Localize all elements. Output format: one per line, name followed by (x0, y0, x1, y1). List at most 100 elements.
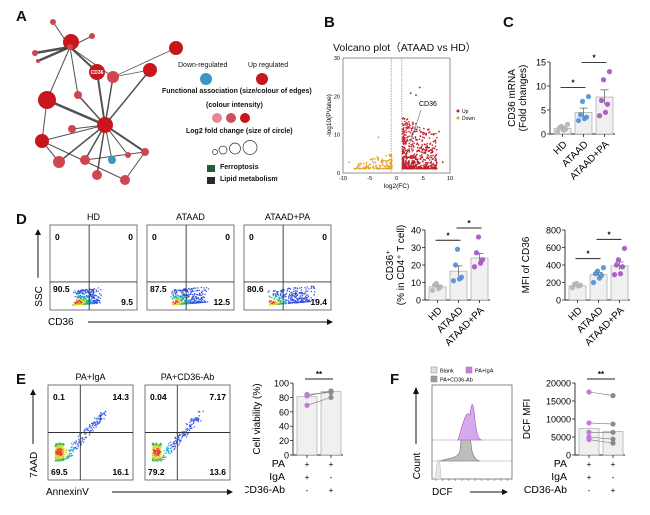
data-point (454, 246, 461, 252)
flow-event (79, 290, 81, 292)
legend-label-up: Up (462, 109, 469, 115)
volcano-point-up (409, 155, 412, 158)
flow-event (84, 429, 86, 431)
condition-value: + (305, 473, 310, 482)
flow-event (199, 301, 201, 303)
volcano-point-up (402, 146, 404, 148)
volcano-point-up (406, 161, 409, 164)
flow-event (74, 304, 76, 306)
volcano-point-up (408, 159, 410, 162)
cd36-annotation: CD36 (419, 101, 437, 108)
flow-event (76, 296, 79, 298)
flow-event (173, 449, 175, 451)
flow-event (191, 418, 193, 420)
volcano-point-up (407, 136, 409, 138)
data-point (458, 274, 465, 280)
flow-event (76, 297, 78, 299)
flow-event (276, 295, 278, 298)
volcano-point-up (401, 164, 404, 166)
flow-event (57, 451, 59, 453)
flow-event (91, 428, 93, 430)
volcano-point-up (434, 167, 437, 169)
quadrant-lr: 13.6 (209, 467, 226, 477)
flow-event (55, 445, 57, 447)
flow-event (56, 454, 58, 456)
volcano-point-up (403, 143, 405, 146)
flow-event (193, 418, 195, 420)
flow-event (77, 293, 79, 295)
volcano-point-down (390, 163, 392, 165)
volcano-point-down (390, 167, 392, 170)
flow-event (190, 302, 192, 304)
volcano-point-up (426, 163, 428, 166)
pair-line (306, 397, 332, 406)
significance-label: * (467, 219, 471, 228)
flow-event (304, 301, 306, 303)
flow-event (184, 434, 186, 436)
flow-event (271, 297, 273, 299)
flow-event (79, 295, 81, 297)
flow-event (188, 288, 190, 290)
flow-event (157, 448, 159, 450)
flow-event (92, 294, 94, 296)
flow-event (197, 411, 200, 413)
volcano-point-up (421, 144, 423, 146)
flow-event (174, 297, 176, 299)
volcano-point-up (406, 140, 408, 142)
flow-event (180, 300, 182, 303)
network-node (74, 91, 82, 99)
flow-event (197, 418, 199, 420)
flow-event (104, 411, 106, 413)
flow-event (182, 291, 184, 293)
data-point (328, 388, 334, 394)
volcano-point-up (420, 156, 422, 159)
flow-event (201, 290, 204, 292)
data-point (586, 389, 592, 395)
flow-event (154, 450, 157, 452)
flow-event (288, 301, 290, 303)
condition-label-pa: PA (554, 458, 567, 470)
flow-event (203, 296, 205, 299)
flow-event (102, 412, 104, 414)
flow-event (88, 300, 90, 302)
flow-event (304, 297, 306, 299)
quadrant-ul: 0.04 (150, 392, 167, 402)
flow-event (288, 302, 290, 304)
volcano-point-up (414, 137, 417, 139)
flow-event (60, 443, 62, 445)
flow-event (65, 456, 68, 458)
flow-event (157, 453, 159, 455)
volcano-point-up (405, 154, 407, 157)
volcano-point-up (413, 157, 415, 159)
flow-event (74, 448, 76, 450)
data-point (610, 393, 616, 399)
flow-event (80, 301, 82, 303)
flow-event (177, 295, 179, 297)
volcano-point-up (428, 132, 430, 134)
condition-value: + (329, 460, 334, 469)
flow-event (196, 297, 198, 300)
flow-event (204, 289, 206, 291)
flow-event (86, 301, 88, 303)
quadrant-lr: 12.5 (213, 297, 230, 307)
flow-event (93, 422, 95, 424)
volcano-point-up (435, 161, 438, 163)
flow-event (78, 296, 80, 298)
volcano-point-down (387, 166, 390, 169)
flow-event (94, 294, 96, 296)
flow-event (62, 447, 65, 449)
flow-event (290, 299, 292, 301)
x-tick-label: 10 (447, 176, 453, 182)
y-axis-label: CD36 mRNA (507, 69, 518, 127)
volcano-point-down (365, 161, 368, 164)
flow-event (193, 299, 195, 301)
volcano-point-up (404, 164, 406, 167)
volcano-point-down (389, 167, 391, 170)
flow-event (63, 450, 65, 452)
flow-event (190, 424, 192, 426)
flow-event (82, 298, 84, 300)
condition-value: - (330, 473, 333, 482)
flow-event (194, 300, 196, 302)
flow-event (195, 296, 197, 298)
